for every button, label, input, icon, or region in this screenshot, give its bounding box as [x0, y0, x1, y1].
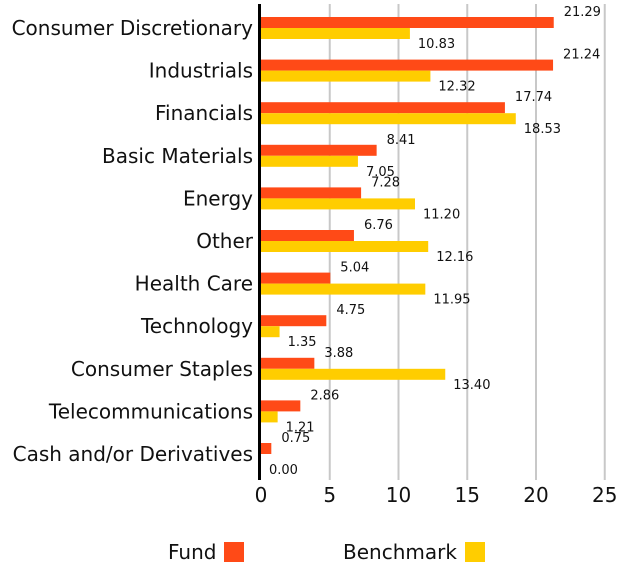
data-label-benchmark-energy: 11.20 — [423, 207, 460, 222]
x-tick-label-10: 10 — [386, 483, 411, 507]
data-label-benchmark-other: 12.16 — [436, 250, 473, 265]
category-label-other: Other — [196, 229, 254, 253]
category-label-telecommunications: Telecommunications — [48, 399, 253, 423]
category-label-consumer-discretionary: Consumer Discretionary — [12, 16, 254, 40]
gridlines — [328, 4, 606, 480]
category-label-technology: Technology — [140, 314, 253, 338]
bar-fund-consumer-discretionary — [261, 17, 554, 28]
bar-fund-technology — [261, 315, 327, 327]
x-tick-label-20: 20 — [523, 483, 548, 507]
category-label-consumer-staples: Consumer Staples — [71, 357, 253, 381]
bar-fund-financials — [261, 102, 505, 114]
data-label-benchmark-telecommunications: 1.21 — [286, 420, 315, 435]
bar-benchmark-consumer-staples — [261, 368, 446, 380]
bar-benchmark-technology — [261, 326, 280, 338]
data-label-fund-energy: 7.28 — [371, 175, 400, 190]
data-label-fund-industrials: 21.24 — [563, 48, 600, 63]
bar-fund-cash-and-or-derivatives — [261, 443, 272, 454]
data-label-fund-basic-materials: 8.41 — [387, 133, 416, 148]
x-tick-label-5: 5 — [323, 483, 336, 507]
data-label-fund-technology: 4.75 — [336, 303, 365, 318]
bar-fund-other — [261, 230, 354, 241]
x-tick-label-15: 15 — [455, 483, 480, 507]
data-label-fund-consumer-discretionary: 21.29 — [564, 5, 601, 20]
category-label-basic-materials: Basic Materials — [102, 144, 253, 168]
data-label-benchmark-consumer-staples: 13.40 — [453, 378, 490, 393]
data-label-benchmark-consumer-discretionary: 10.83 — [418, 37, 455, 52]
data-label-fund-financials: 17.74 — [515, 90, 552, 105]
bar-chart: 0 5 10 15 20 25 Consumer Discretionary Industri… — [12, 4, 617, 507]
bar-fund-basic-materials — [261, 144, 377, 156]
bar-fund-telecommunications — [261, 400, 301, 412]
data-label-fund-consumer-staples: 3.88 — [324, 346, 353, 361]
bar-fund-health-care — [261, 272, 331, 284]
bars — [261, 17, 554, 454]
bar-benchmark-industrials — [261, 70, 431, 82]
legend-item-fund: Fund — [168, 540, 245, 564]
data-label-benchmark-cash-and-or-derivatives: 0.00 — [269, 463, 298, 478]
bar-fund-energy — [261, 187, 362, 199]
category-label-energy: Energy — [183, 186, 253, 210]
category-label-industrials: Industrials — [149, 59, 253, 83]
category-labels: Consumer Discretionary Industrials Financi… — [12, 16, 254, 466]
category-label-cash-and-or-derivatives: Cash and/or Derivatives — [13, 442, 253, 466]
legend-label-benchmark: Benchmark — [343, 540, 457, 564]
category-label-financials: Financials — [155, 101, 253, 125]
legend-swatch-benchmark — [464, 542, 485, 562]
bar-benchmark-telecommunications — [261, 411, 278, 423]
legend-label-fund: Fund — [168, 540, 217, 564]
bar-fund-industrials — [261, 59, 554, 71]
data-label-benchmark-technology: 1.35 — [288, 335, 317, 350]
data-label-benchmark-financials: 18.53 — [524, 122, 561, 137]
legend: Fund Benchmark — [0, 540, 617, 570]
data-labels: 21.29 10.83 21.24 12.32 17.74 18.53 8.41 7.057.… — [269, 5, 601, 478]
data-label-benchmark-industrials: 12.32 — [438, 80, 475, 95]
data-label-fund-cash-and-or-derivatives: 0.75 — [281, 431, 310, 446]
bar-benchmark-other — [261, 241, 429, 252]
bar-benchmark-basic-materials — [261, 155, 358, 167]
bar-benchmark-energy — [261, 198, 415, 210]
data-label-fund-telecommunications: 2.86 — [310, 388, 339, 403]
bar-fund-consumer-staples — [261, 357, 315, 369]
data-label-fund-other: 6.76 — [364, 218, 393, 233]
data-label-benchmark-basic-materials: 7.05 — [366, 165, 395, 180]
legend-swatch-fund — [224, 542, 245, 562]
category-label-health-care: Health Care — [135, 272, 253, 296]
legend-item-benchmark: Benchmark — [343, 540, 485, 564]
bar-benchmark-financials — [261, 113, 516, 125]
x-tick-label-25: 25 — [592, 483, 617, 507]
bar-benchmark-consumer-discretionary — [261, 28, 410, 39]
data-label-fund-health-care: 5.04 — [340, 261, 369, 276]
data-label-benchmark-health-care: 11.95 — [433, 293, 470, 308]
bar-benchmark-health-care — [261, 283, 426, 295]
x-tick-label-0: 0 — [255, 483, 268, 507]
x-axis-ticks: 0 5 10 15 20 25 — [255, 483, 617, 507]
